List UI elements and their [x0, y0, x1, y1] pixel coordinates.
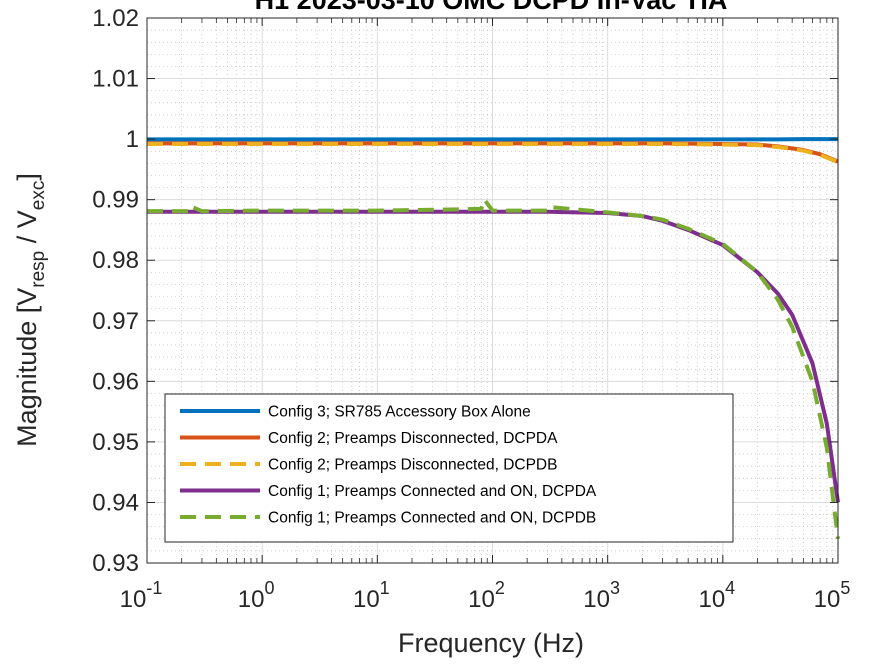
legend-label-1: Config 3; SR785 Accessory Box Alone	[268, 404, 531, 421]
x-tick-label-base: 10	[353, 586, 380, 613]
tick-marks	[146, 17, 839, 564]
minor-grid	[147, 18, 838, 563]
x-tick-label: 10-1	[120, 578, 163, 613]
series-line-5	[147, 197, 840, 540]
legend-label-5: Config 1; Preamps Connected and ON, DCPD…	[268, 510, 596, 527]
y-tick-label: 1.01	[92, 66, 139, 93]
x-tick-label-exponent: 0	[265, 578, 275, 598]
chart-title: H1 2023-03-10 OMC DCPD In-Vac TIA	[255, 0, 728, 15]
x-tick-label: 104	[698, 578, 735, 613]
y-tick-labels: 0.93 0.94 0.95 0.96 0.97 0.98 0.99 1 1.01 1.02	[92, 5, 139, 577]
x-tick-label-base: 10	[698, 586, 725, 613]
y-axis-label-end: ]	[12, 173, 42, 181]
legend-entries: Config 3; SR785 Accessory Box Alone Confi…	[180, 404, 597, 527]
legend: Config 3; SR785 Accessory Box Alone Confi…	[164, 393, 734, 543]
y-tick-label: 0.94	[92, 489, 139, 516]
y-tick-label: 0.95	[92, 429, 139, 456]
x-tick-label-exponent: 2	[495, 578, 505, 598]
x-tick-label-exponent: 3	[610, 578, 620, 598]
y-tick-label: 0.99	[92, 187, 139, 214]
x-tick-label-exponent: 1	[380, 578, 390, 598]
y-tick-label: 0.96	[92, 368, 139, 395]
legend-label-3: Config 2; Preamps Disconnected, DCPDB	[268, 457, 557, 474]
y-axis-label-sub1: resp	[28, 251, 49, 288]
legend-label-2: Config 2; Preamps Disconnected, DCPDA	[268, 430, 558, 447]
x-tick-label-base: 10	[238, 586, 265, 613]
series-line-3	[147, 141, 839, 164]
x-tick-label-exponent: -1	[146, 578, 162, 598]
x-tick-label-exponent: 4	[725, 578, 735, 598]
legend-label-4: Config 1; Preamps Connected and ON, DCPD…	[268, 483, 597, 500]
x-axis-label: Frequency (Hz)	[398, 628, 584, 658]
y-axis-label-main: Magnitude [V	[12, 288, 42, 447]
x-tick-label: 100	[238, 578, 275, 613]
x-tick-label-base: 10	[120, 586, 147, 613]
y-axis-label-sub2: exc	[28, 181, 49, 211]
x-tick-labels: 10-1 100 101 102 103 104 105	[120, 578, 851, 613]
y-tick-label: 1	[126, 126, 139, 153]
x-tick-label-base: 10	[814, 586, 841, 613]
x-tick-label: 101	[353, 578, 390, 613]
series-line-4	[147, 209, 840, 503]
x-tick-label-base: 10	[583, 586, 610, 613]
y-tick-label: 1.02	[92, 5, 139, 32]
x-tick-label: 103	[583, 578, 620, 613]
x-tick-label-base: 10	[468, 586, 495, 613]
x-tick-label: 102	[468, 578, 505, 613]
series-layer	[147, 137, 840, 540]
x-tick-label-exponent: 5	[840, 578, 850, 598]
y-axis-label-mid: / V	[12, 210, 42, 251]
y-tick-label: 0.98	[92, 247, 139, 274]
y-axis-label: Magnitude [Vresp / Vexc]	[12, 173, 49, 447]
y-tick-label: 0.93	[92, 550, 139, 577]
x-tick-label: 105	[814, 578, 851, 613]
y-tick-label: 0.97	[92, 308, 139, 335]
